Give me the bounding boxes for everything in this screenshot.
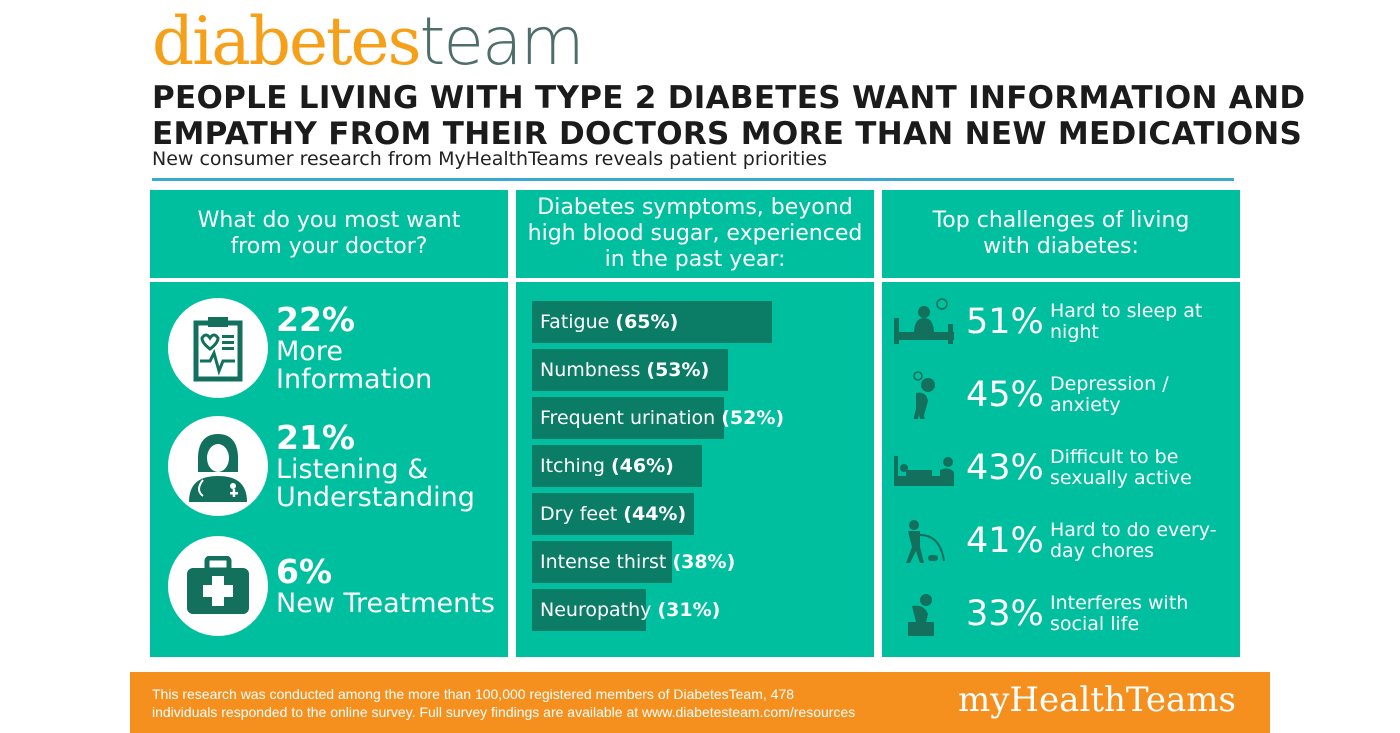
vacuum-chores-icon xyxy=(890,517,958,565)
want-item: 21% Listening & Understanding xyxy=(168,416,476,516)
first-aid-kit-icon xyxy=(168,536,268,636)
want-label: More Information xyxy=(276,336,433,395)
bar-label: Itching (46%) xyxy=(540,445,674,487)
category-label: Neuropathy xyxy=(540,599,652,621)
logo-part2: team xyxy=(419,3,584,80)
challenge-pct: 41% xyxy=(966,521,1044,561)
bar-label: Frequent urination (52%) xyxy=(540,397,784,439)
bar-numbness xyxy=(532,349,728,391)
challenges-heading: Top challenges of living with diabetes: xyxy=(882,190,1240,278)
value-label: (31%) xyxy=(657,599,721,621)
page-title: PEOPLE LIVING WITH TYPE 2 DIABETES WANT … xyxy=(152,80,1305,152)
want-item: 6% New Treatments xyxy=(168,536,495,636)
challenge-pct: 51% xyxy=(966,302,1044,342)
myhealthteams-logo: myHealthTeams xyxy=(957,680,1236,720)
bar-intense-thirst xyxy=(532,541,673,583)
value-label: (38%) xyxy=(672,551,736,573)
page-subtitle: New consumer research from MyHealthTeams… xyxy=(152,148,827,170)
challenge-label: Difficult to be sexually active xyxy=(1050,446,1192,489)
challenge-pct: 33% xyxy=(966,594,1044,634)
bar-itching xyxy=(532,445,702,487)
bar-label: Fatigue (65%) xyxy=(540,301,678,343)
want-pct: 21% xyxy=(276,418,355,457)
challenge-item: 43% Difficult to be sexually active xyxy=(890,444,1240,492)
value-label: (65%) xyxy=(615,311,679,333)
want-label: Listening & Understanding xyxy=(276,454,475,513)
category-label: Frequent urination xyxy=(540,407,716,429)
category-label: Numbness xyxy=(540,359,641,381)
symptoms-heading: Diabetes symptoms, beyond high blood sug… xyxy=(516,190,874,278)
title-line2: EMPATHY FROM THEIR DOCTORS MORE THAN NEW… xyxy=(152,116,1303,152)
challenge-label: Hard to sleep at night xyxy=(1050,300,1203,343)
bar-frequent-urination xyxy=(532,397,724,439)
challenges-heading-text: Top challenges of living with diabetes: xyxy=(932,208,1190,259)
challenge-item: 51% Hard to sleep at night xyxy=(890,298,1240,346)
symptoms-heading-text: Diabetes symptoms, beyond high blood sug… xyxy=(527,195,863,272)
clipboard-heart-icon xyxy=(168,298,268,398)
bar-neuropathy xyxy=(532,589,647,631)
want-label: New Treatments xyxy=(276,588,495,619)
title-divider xyxy=(152,178,1234,181)
challenges-panel: 51% Hard to sleep at night 45% Depression /… xyxy=(882,282,1240,657)
challenge-item: 33% Interferes with social life xyxy=(890,590,1240,638)
bed-couple-icon xyxy=(890,444,958,492)
logo-part1: diabetes xyxy=(152,3,421,80)
challenge-label: Hard to do every-day chores xyxy=(1050,519,1217,562)
value-label: (52%) xyxy=(721,407,785,429)
title-line1: PEOPLE LIVING WITH TYPE 2 DIABETES WANT … xyxy=(152,80,1306,116)
challenge-item: 41% Hard to do every-day chores xyxy=(890,517,1240,565)
footer-note: This research was conducted among the mo… xyxy=(152,685,855,721)
bar-label: Numbness (53%) xyxy=(540,349,709,391)
value-label: (44%) xyxy=(623,503,687,525)
want-pct: 6% xyxy=(276,552,333,591)
bar-label: Intense thirst (38%) xyxy=(540,541,735,583)
value-label: (53%) xyxy=(646,359,710,381)
want-item: 22% More Information xyxy=(168,298,446,398)
challenge-label: Interferes with social life xyxy=(1050,592,1189,635)
want-pct: 22% xyxy=(276,300,355,339)
diabetesteam-logo: diabetesteam xyxy=(152,2,585,82)
doctor-icon xyxy=(168,416,268,516)
bar-dry-feet xyxy=(532,493,695,535)
footer-note-line1: This research was conducted among the mo… xyxy=(152,686,795,702)
challenge-pct: 43% xyxy=(966,448,1044,488)
want-panel: 22% More Information 21% Listening & Under… xyxy=(150,282,508,657)
footer-note-line2: individuals responded to the online surv… xyxy=(152,704,856,720)
challenge-item: 45% Depression / anxiety xyxy=(890,371,1240,419)
bar-fatigue xyxy=(532,301,772,343)
value-label: (46%) xyxy=(610,455,674,477)
bar-label: Neuropathy (31%) xyxy=(540,589,720,631)
want-heading: What do you most want from your doctor? xyxy=(150,190,508,278)
footer-banner: This research was conducted among the mo… xyxy=(130,672,1270,733)
category-label: Itching xyxy=(540,455,605,477)
category-label: Intense thirst xyxy=(540,551,667,573)
depressed-person-icon xyxy=(890,371,958,419)
sleepless-bed-icon xyxy=(890,298,958,346)
category-label: Fatigue xyxy=(540,311,610,333)
sitting-sad-person-icon xyxy=(890,590,958,638)
challenge-pct: 45% xyxy=(966,375,1044,415)
challenge-label: Depression / anxiety xyxy=(1050,373,1169,416)
category-label: Dry feet xyxy=(540,503,618,525)
bar-label: Dry feet (44%) xyxy=(540,493,686,535)
symptoms-bar-chart: Fatigue (65%) Numbness (53%) Frequent urin… xyxy=(516,282,874,657)
want-heading-text: What do you most want from your doctor? xyxy=(197,208,461,259)
